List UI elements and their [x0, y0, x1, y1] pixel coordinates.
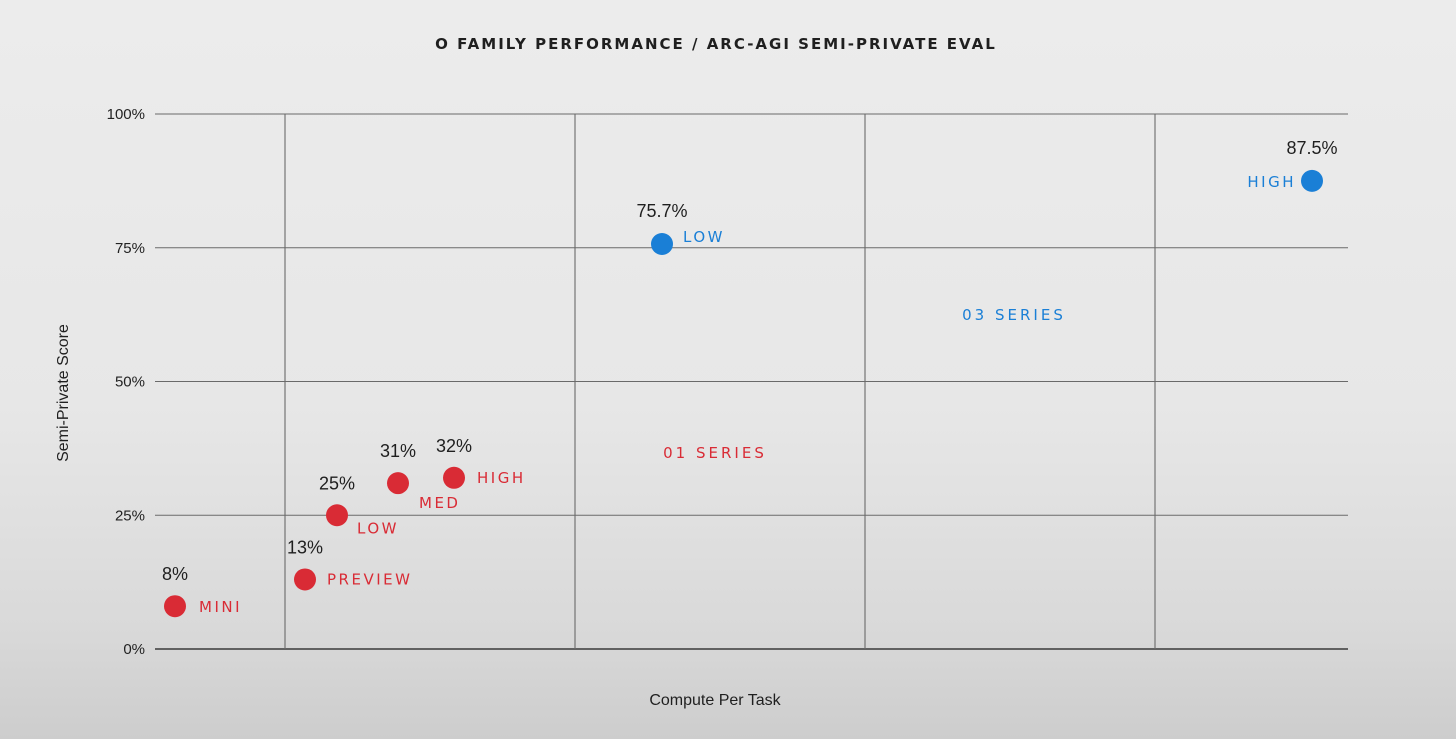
data-value-label: 87.5%: [1286, 138, 1337, 158]
data-points: 8% MINI 13%PREVIEW 25% LOW 31% MED 32% HIGH 75.7%…: [162, 138, 1338, 618]
data-point-label: MINI: [199, 598, 242, 616]
series-labels: 01 SERIES 03 SERIES: [663, 306, 1066, 462]
data-value-label: 75.7%: [636, 201, 687, 221]
series-label: 03 SERIES: [962, 306, 1066, 324]
data-point-marker: [443, 466, 465, 489]
y-tick-label: 100%: [107, 106, 145, 123]
y-tick-label: 0%: [123, 641, 145, 658]
data-point-marker: [326, 504, 348, 527]
y-axis-ticks: 0% 25% 50% 75% 100%: [107, 106, 145, 658]
grid: [155, 113, 1348, 650]
x-axis-label: Compute Per Task: [649, 692, 781, 709]
data-point-marker: [1301, 169, 1323, 192]
y-tick-label: 75%: [115, 240, 145, 257]
data-point-marker: [164, 595, 186, 618]
y-axis-label: Semi-Private Score: [55, 324, 72, 462]
data-point-label: PREVIEW: [327, 570, 412, 588]
series-label: 01 SERIES: [663, 444, 767, 462]
data-value-label: 8%: [162, 564, 188, 584]
data-value-label: 31%: [380, 441, 416, 461]
data-point-label: LOW: [683, 228, 725, 246]
chart-title: O FAMILY PERFORMANCE / ARC-AGI SEMI-PRIV…: [435, 35, 997, 53]
data-point-marker: [651, 233, 673, 256]
data-point-label: LOW: [357, 519, 399, 537]
data-point-label: HIGH: [477, 469, 526, 487]
data-point-marker: [387, 472, 409, 495]
data-value-label: 32%: [436, 436, 472, 456]
y-tick-label: 25%: [115, 507, 145, 524]
data-point-marker: [294, 568, 316, 591]
y-tick-label: 50%: [115, 374, 145, 391]
data-value-label: 25%: [319, 473, 355, 493]
data-point-label: HIGH: [1247, 173, 1296, 191]
data-point-label: MED: [419, 494, 460, 512]
data-value-label: 13%: [287, 537, 323, 557]
